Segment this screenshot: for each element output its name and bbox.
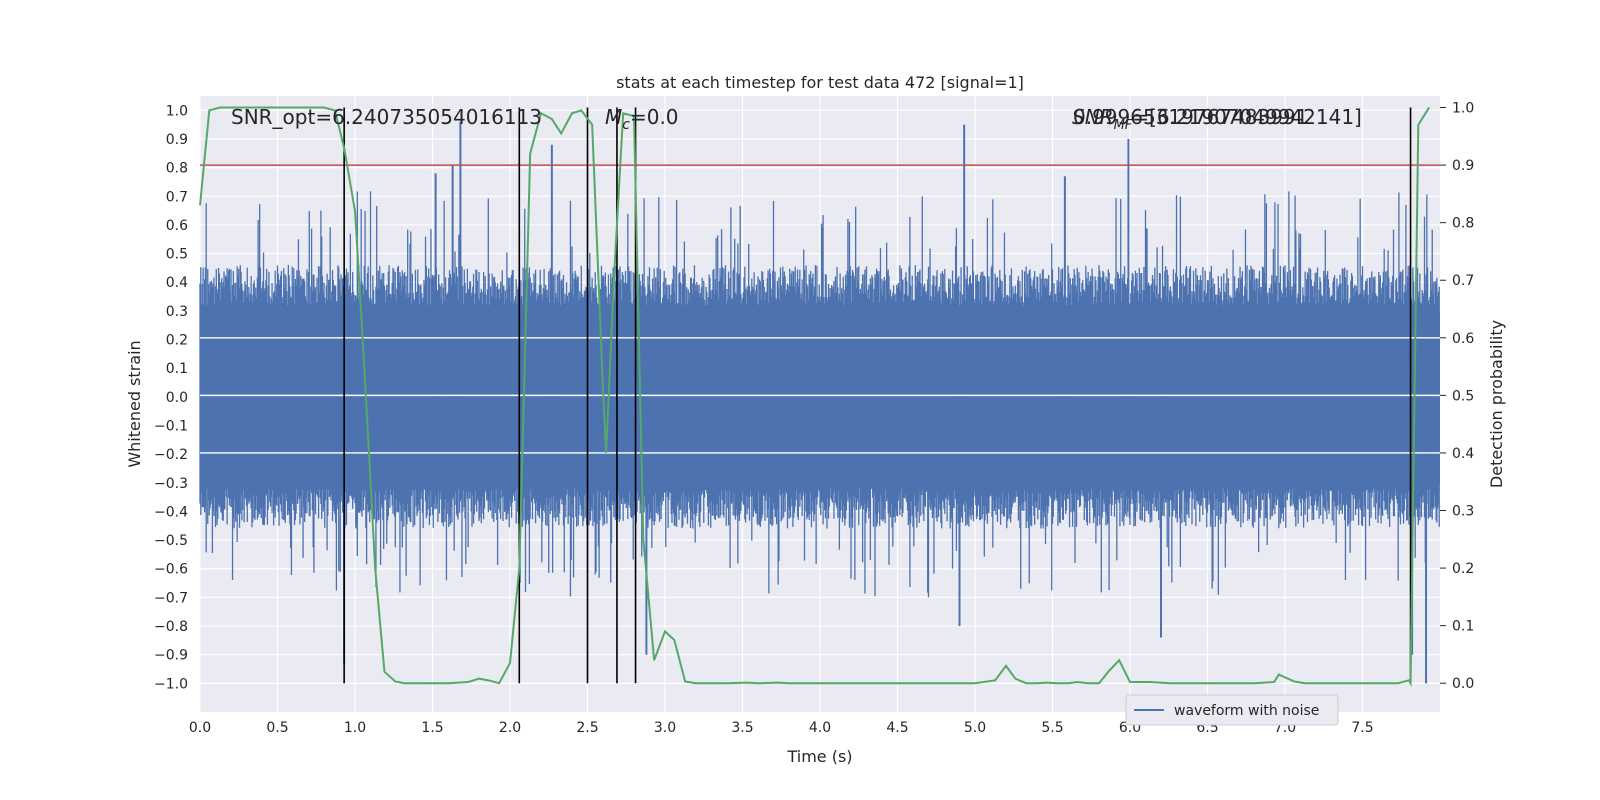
grid-overlay bbox=[200, 337, 1440, 454]
y-tick-label: 0.3 bbox=[166, 304, 188, 320]
y-tick-label: 0.0 bbox=[166, 390, 188, 406]
y-axis-label: Whitened strain bbox=[125, 340, 144, 467]
y-tick-labels: 1.0 0.9 0.8 0.7 0.6 0.5 0.4 0.3 0.2 0.1 0.0 −0.1 −0.… bbox=[154, 103, 188, 692]
y-tick-label: −0.4 bbox=[154, 504, 188, 520]
y-tick-label: −0.7 bbox=[154, 590, 188, 606]
y-tick-label: 0.6 bbox=[166, 218, 188, 234]
y-tick-label: −0.6 bbox=[154, 562, 188, 578]
snr-mf-annotation: SNRMF=[6.21907049942141] bbox=[1072, 105, 1362, 133]
y2-tick-label: 0.4 bbox=[1452, 446, 1474, 462]
waveform-with-noise-series bbox=[199, 121, 1440, 684]
x-tick-label: 1.5 bbox=[421, 720, 443, 736]
y2-tick-label: 0.5 bbox=[1452, 388, 1474, 404]
y2-tick-labels: 1.0 0.9 0.8 0.7 0.6 0.5 0.4 0.3 0.2 0.1 0.0 bbox=[1440, 101, 1474, 692]
y2-tick-label: 0.8 bbox=[1452, 216, 1474, 232]
snr-opt-annotation: SNR_opt=6.240735054016113 bbox=[231, 105, 542, 129]
x-tick-labels: 0.0 0.5 1.0 1.5 2.0 2.5 3.0 3.5 4.0 4.5 5.0 5.5 6.0 6… bbox=[189, 720, 1374, 736]
y-tick-label: 0.2 bbox=[166, 333, 188, 349]
snr-mf-subscript: MF bbox=[1114, 118, 1133, 133]
y2-axis-label: Detection probability bbox=[1487, 320, 1506, 488]
x-tick-label: 5.5 bbox=[1041, 720, 1063, 736]
y2-tick-label: 0.9 bbox=[1452, 158, 1474, 174]
detection-probability-series bbox=[199, 106, 1430, 688]
chart-title: stats at each timestep for test data 472… bbox=[616, 73, 1024, 92]
y-tick-label: −0.9 bbox=[154, 648, 188, 664]
y-tick-label: 0.7 bbox=[166, 189, 188, 205]
chirp-mass-symbol: M bbox=[605, 105, 622, 129]
x-tick-label: 4.5 bbox=[886, 720, 908, 736]
x-tick-label: 2.5 bbox=[576, 720, 598, 736]
y-tick-label: −0.8 bbox=[154, 619, 188, 635]
detection-probability-line bbox=[199, 106, 1430, 688]
x-tick-label: 0.5 bbox=[266, 720, 288, 736]
waveform-core-band bbox=[200, 310, 1440, 483]
y-tick-label: −0.3 bbox=[154, 476, 188, 492]
x-tick-label: 4.0 bbox=[809, 720, 831, 736]
x-tick-label: 0.0 bbox=[189, 720, 211, 736]
x-axis-label: Time (s) bbox=[786, 747, 852, 766]
chirp-mass-value: =0.0 bbox=[630, 105, 679, 129]
legend-box bbox=[1125, 694, 1339, 726]
y-tick-label: 0.5 bbox=[166, 247, 188, 263]
y-tick-label: −0.2 bbox=[154, 447, 188, 463]
y2-tick-label: 0.1 bbox=[1452, 619, 1474, 635]
y2-tick-label: 1.0 bbox=[1452, 101, 1474, 117]
x-tick-label: 5.0 bbox=[964, 720, 986, 736]
chirp-mass-subscript: c bbox=[622, 117, 630, 133]
y-tick-label: 0.9 bbox=[166, 132, 188, 148]
y2-tick-label: 0.0 bbox=[1452, 676, 1474, 692]
y-tick-label: 0.8 bbox=[166, 161, 188, 177]
x-tick-label: 3.5 bbox=[731, 720, 753, 736]
y2-tick-label: 0.3 bbox=[1452, 504, 1474, 520]
y-tick-label: −1.0 bbox=[154, 676, 188, 692]
x-tick-label: 2.0 bbox=[499, 720, 521, 736]
overlap-annotation: 0.99965319767483991 bbox=[1073, 105, 1308, 129]
chirp-mass-annotation: Mc=0.0 bbox=[605, 105, 679, 133]
y2-tick-label: 0.6 bbox=[1452, 331, 1474, 347]
y-tick-label: 1.0 bbox=[166, 103, 188, 119]
x-tick-label: 3.0 bbox=[654, 720, 676, 736]
y-tick-label: −0.5 bbox=[154, 533, 188, 549]
y-tick-label: −0.1 bbox=[154, 418, 188, 434]
snr-mf-label: SNR bbox=[1072, 105, 1114, 129]
x-tick-label: 1.0 bbox=[344, 720, 366, 736]
y2-tick-label: 0.2 bbox=[1452, 561, 1474, 577]
y-tick-label: 0.1 bbox=[166, 361, 188, 377]
x-tick-label: 7.5 bbox=[1351, 720, 1373, 736]
snr-mf-value: =[6.21907049942141] bbox=[1132, 105, 1362, 129]
legend-label: waveform with noise bbox=[1174, 703, 1319, 719]
legend: waveform with noise bbox=[1125, 694, 1339, 726]
y-tick-label: 0.4 bbox=[166, 275, 188, 291]
y2-tick-label: 0.7 bbox=[1452, 273, 1474, 289]
